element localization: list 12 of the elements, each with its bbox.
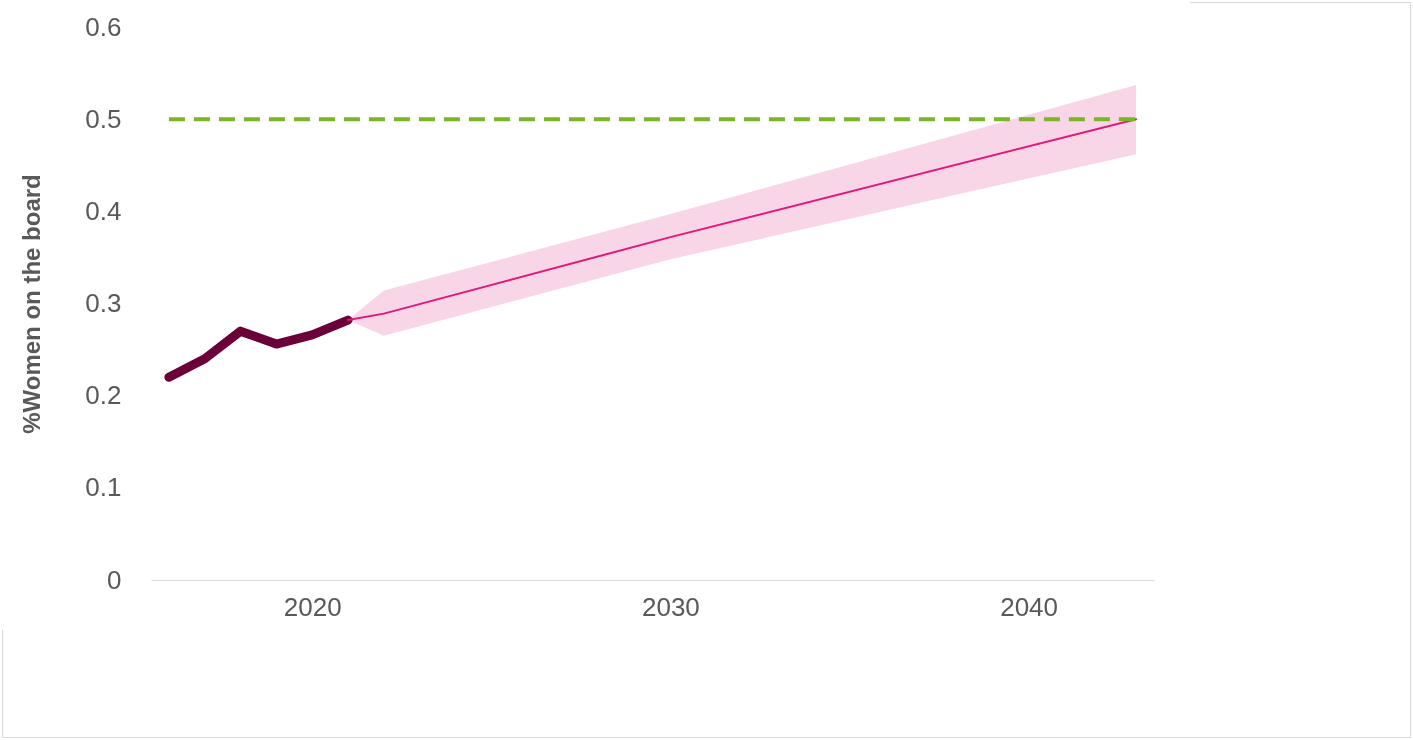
y-tick-label: 0.5 bbox=[85, 103, 122, 134]
y-axis-title: %Women on the board bbox=[18, 174, 46, 434]
y-tick-label: 0.2 bbox=[85, 380, 122, 411]
y-tick-label: 0.3 bbox=[85, 288, 122, 318]
x-tick-label: 2020 bbox=[283, 591, 342, 622]
x-tick-label: 2030 bbox=[641, 591, 700, 622]
y-tick-label: 0.1 bbox=[85, 472, 122, 503]
line-series bbox=[347, 118, 1138, 322]
x-tick-label: 2040 bbox=[1000, 591, 1059, 622]
y-tick-label: 0.4 bbox=[85, 195, 122, 226]
y-tick-label: 0 bbox=[107, 564, 122, 595]
y-tick-label: 0.6 bbox=[85, 11, 122, 42]
